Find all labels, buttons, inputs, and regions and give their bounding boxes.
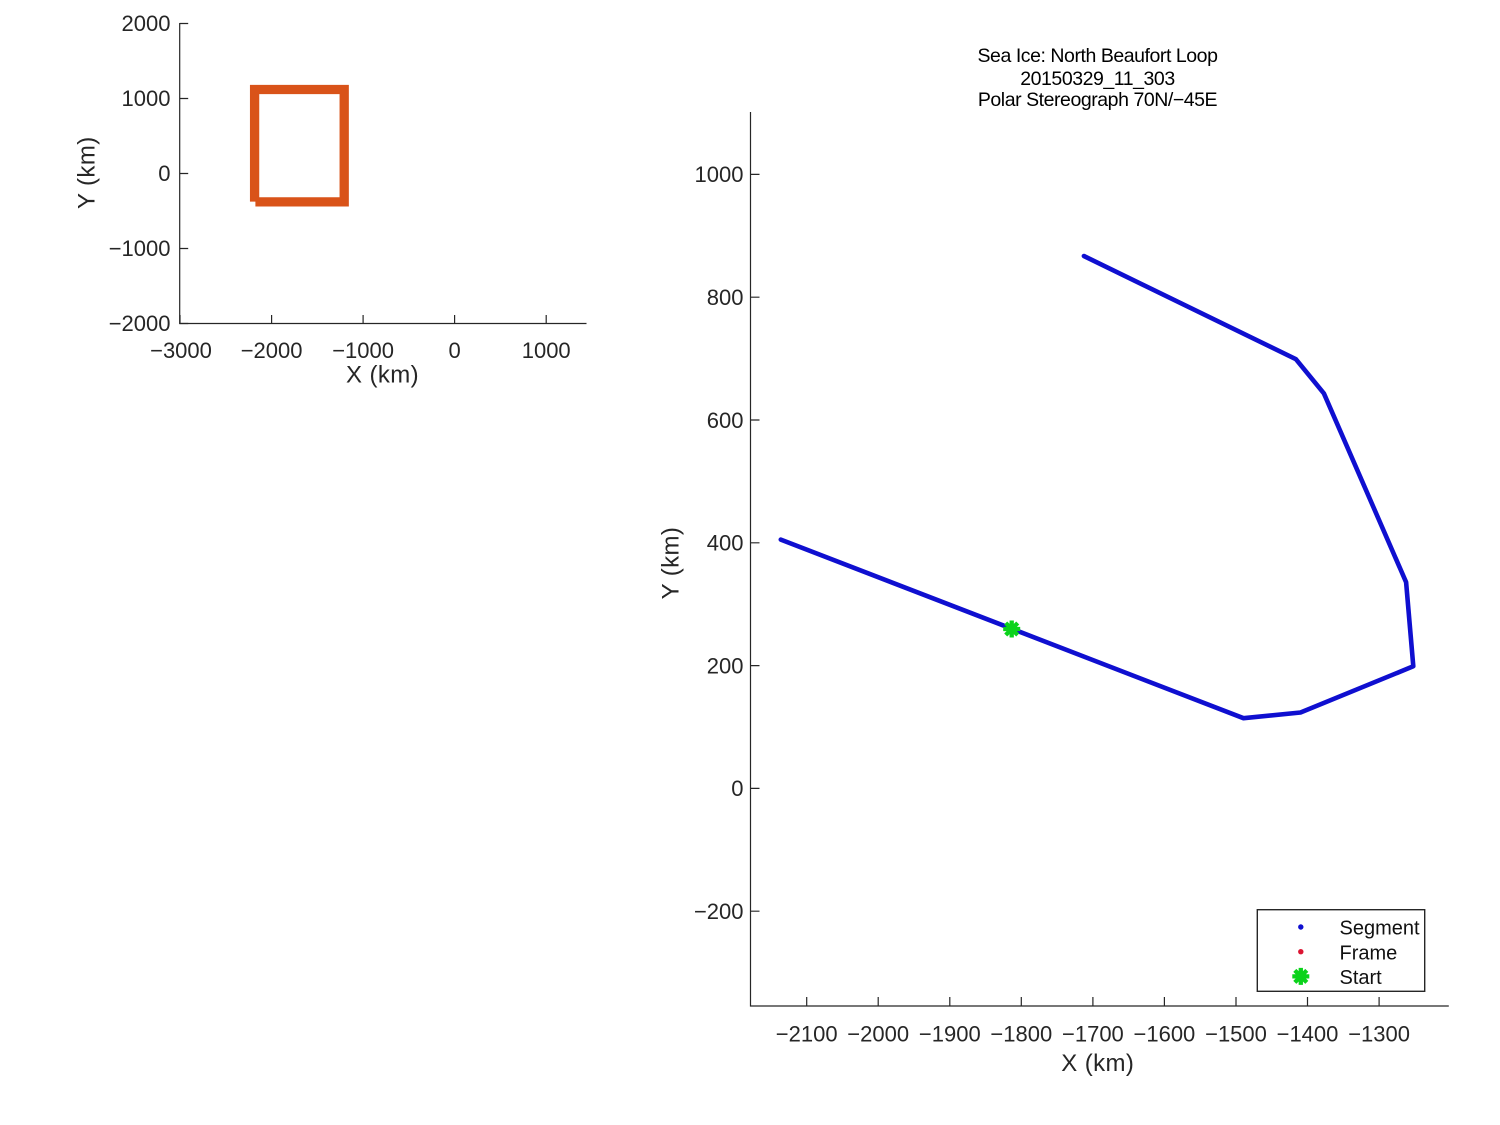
svg-text:0: 0 (731, 776, 743, 801)
svg-text:X (km): X (km) (1061, 1050, 1134, 1077)
svg-text:−1800: −1800 (990, 1021, 1052, 1046)
svg-text:0: 0 (448, 338, 460, 363)
svg-text:Y (km): Y (km) (74, 136, 101, 209)
svg-text:X (km): X (km) (346, 362, 419, 389)
svg-text:1000: 1000 (522, 338, 571, 363)
svg-text:−200: −200 (694, 899, 744, 924)
svg-text:−1700: −1700 (1062, 1021, 1124, 1046)
svg-text:Start: Start (1340, 967, 1383, 989)
svg-text:−2000: −2000 (847, 1021, 909, 1046)
svg-text:1000: 1000 (122, 86, 171, 111)
svg-text:−1600: −1600 (1134, 1021, 1196, 1046)
svg-text:400: 400 (707, 531, 744, 556)
svg-text:20150329_11_303: 20150329_11_303 (1020, 68, 1174, 90)
svg-text:Segment: Segment (1340, 918, 1420, 940)
svg-text:0: 0 (158, 161, 170, 186)
svg-text:−1400: −1400 (1277, 1021, 1339, 1046)
svg-text:800: 800 (707, 285, 744, 310)
svg-text:−1900: −1900 (919, 1021, 981, 1046)
svg-text:Y (km): Y (km) (657, 527, 684, 600)
svg-text:−1300: −1300 (1348, 1021, 1410, 1046)
svg-text:600: 600 (707, 408, 744, 433)
svg-text:−2100: −2100 (776, 1021, 838, 1046)
svg-text:1000: 1000 (695, 162, 744, 187)
svg-text:−1500: −1500 (1205, 1021, 1267, 1046)
svg-text:−3000: −3000 (150, 338, 212, 363)
svg-text:Polar Stereograph 70N/−45E: Polar Stereograph 70N/−45E (978, 89, 1218, 111)
svg-text:−2000: −2000 (241, 338, 303, 363)
svg-text:2000: 2000 (122, 11, 171, 36)
svg-text:−2000: −2000 (109, 311, 171, 336)
svg-text:200: 200 (707, 653, 744, 678)
svg-text:−1000: −1000 (109, 236, 171, 261)
svg-text:Frame: Frame (1340, 942, 1398, 964)
svg-text:Sea Ice: North Beaufort Loop: Sea Ice: North Beaufort Loop (978, 45, 1219, 67)
svg-text:−1000: −1000 (332, 338, 394, 363)
